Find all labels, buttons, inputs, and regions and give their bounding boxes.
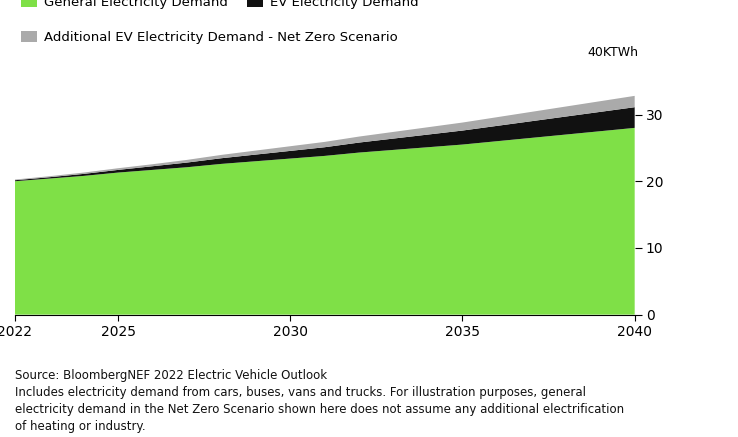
Text: 40KTWh: 40KTWh [587,46,638,59]
Legend: Additional EV Electricity Demand - Net Zero Scenario: Additional EV Electricity Demand - Net Z… [21,31,398,45]
Text: Source: BloombergNEF 2022 Electric Vehicle Outlook
Includes electricity demand f: Source: BloombergNEF 2022 Electric Vehic… [15,369,624,433]
